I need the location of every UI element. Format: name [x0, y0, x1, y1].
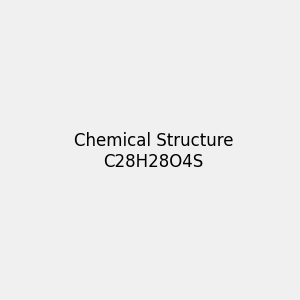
- Text: Chemical Structure
C28H28O4S: Chemical Structure C28H28O4S: [74, 132, 233, 171]
